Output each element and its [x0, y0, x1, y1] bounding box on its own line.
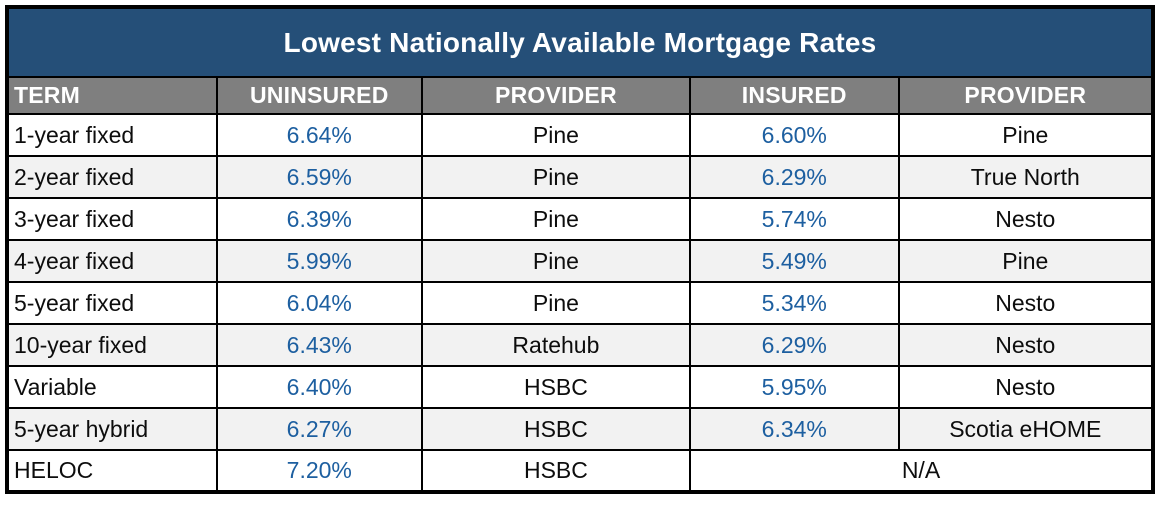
uninsured-rate-cell: 6.59%: [215, 155, 423, 199]
table-row: 10-year fixed 6.43% Ratehub 6.29% Nesto: [6, 323, 1155, 367]
insured-rate-cell: 6.29%: [688, 155, 900, 199]
column-header-insured: INSURED: [688, 76, 900, 115]
term-cell: 2-year fixed: [6, 155, 218, 199]
header-row: TERM UNINSURED PROVIDER INSURED PROVIDER: [6, 76, 1155, 115]
uninsured-rate-cell: 5.99%: [215, 239, 423, 283]
uninsured-provider-cell: Pine: [420, 155, 691, 199]
uninsured-rate-cell: 6.39%: [215, 197, 423, 241]
insured-rate-cell: 6.60%: [688, 113, 900, 157]
uninsured-rate-cell: 6.43%: [215, 323, 423, 367]
term-cell: 4-year fixed: [6, 239, 218, 283]
title-row: Lowest Nationally Available Mortgage Rat…: [6, 6, 1154, 78]
mortgage-rates-table: Lowest Nationally Available Mortgage Rat…: [5, 5, 1155, 494]
insured-provider-cell: Nesto: [897, 197, 1155, 241]
uninsured-rate-cell: 7.20%: [215, 449, 423, 493]
insured-rate-cell: 5.49%: [688, 239, 900, 283]
insured-provider-cell: Nesto: [897, 281, 1155, 325]
column-header-insured-provider: PROVIDER: [897, 76, 1155, 115]
table-row: 2-year fixed 6.59% Pine 6.29% True North: [6, 155, 1155, 199]
uninsured-provider-cell: HSBC: [420, 449, 691, 493]
uninsured-rate-cell: 6.64%: [215, 113, 423, 157]
uninsured-provider-cell: Pine: [420, 281, 691, 325]
term-cell: 5-year hybrid: [6, 407, 218, 451]
column-header-uninsured: UNINSURED: [215, 76, 423, 115]
uninsured-provider-cell: Ratehub: [420, 323, 691, 367]
insured-rate-cell: 5.74%: [688, 197, 900, 241]
term-cell: Variable: [6, 365, 218, 409]
term-cell: 3-year fixed: [6, 197, 218, 241]
table-row: HELOC 7.20% HSBC N/A: [6, 449, 1155, 493]
insured-provider-cell: Nesto: [897, 365, 1155, 409]
uninsured-provider-cell: HSBC: [420, 407, 691, 451]
table-row: 4-year fixed 5.99% Pine 5.49% Pine: [6, 239, 1155, 283]
insured-rate-cell: 6.29%: [688, 323, 900, 367]
insured-provider-cell: True North: [897, 155, 1155, 199]
column-header-uninsured-provider: PROVIDER: [420, 76, 691, 115]
table-row: 5-year fixed 6.04% Pine 5.34% Nesto: [6, 281, 1155, 325]
table-title: Lowest Nationally Available Mortgage Rat…: [6, 6, 1154, 78]
uninsured-rate-cell: 6.27%: [215, 407, 423, 451]
uninsured-provider-cell: Pine: [420, 239, 691, 283]
insured-rate-cell: 6.34%: [688, 407, 900, 451]
table-row: 3-year fixed 6.39% Pine 5.74% Nesto: [6, 197, 1155, 241]
uninsured-provider-cell: Pine: [420, 197, 691, 241]
term-cell: HELOC: [6, 449, 218, 493]
term-cell: 10-year fixed: [6, 323, 218, 367]
insured-provider-cell: Pine: [897, 239, 1155, 283]
term-cell: 1-year fixed: [6, 113, 218, 157]
insured-na-merged-cell: N/A: [688, 449, 1155, 493]
uninsured-provider-cell: HSBC: [420, 365, 691, 409]
insured-provider-cell: Nesto: [897, 323, 1155, 367]
table-row: 1-year fixed 6.64% Pine 6.60% Pine: [6, 113, 1155, 157]
insured-provider-cell: Scotia eHOME: [897, 407, 1155, 451]
insured-rate-cell: 5.95%: [688, 365, 900, 409]
table-row: Variable 6.40% HSBC 5.95% Nesto: [6, 365, 1155, 409]
insured-provider-cell: Pine: [897, 113, 1155, 157]
uninsured-provider-cell: Pine: [420, 113, 691, 157]
table-row: 5-year hybrid 6.27% HSBC 6.34% Scotia eH…: [6, 407, 1155, 451]
column-header-term: TERM: [6, 76, 218, 115]
insured-rate-cell: 5.34%: [688, 281, 900, 325]
uninsured-rate-cell: 6.04%: [215, 281, 423, 325]
term-cell: 5-year fixed: [6, 281, 218, 325]
uninsured-rate-cell: 6.40%: [215, 365, 423, 409]
